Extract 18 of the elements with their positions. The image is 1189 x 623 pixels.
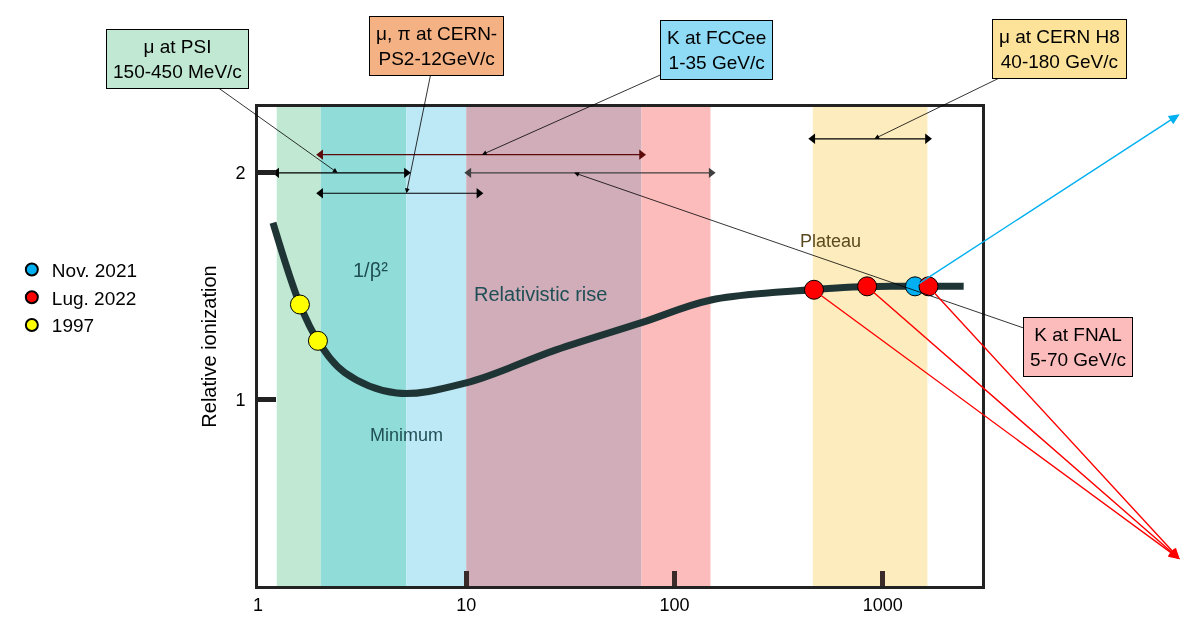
legend-label: Nov. 2021: [51, 259, 138, 281]
annotation: Relativistic rise: [474, 283, 608, 305]
x-tick-label: 1000: [862, 594, 903, 615]
x-tick-label: 1: [252, 594, 264, 615]
annotation: μ, π at CERN- PS2-12GeV/c: [376, 23, 498, 69]
annotation: K at FNAL 5-70 GeV/c: [1030, 324, 1127, 370]
annotation: Plateau: [800, 231, 862, 251]
y-axis-title: Relative ionization: [197, 265, 220, 428]
annotation: K at FCCee 1-35 GeV/c: [667, 27, 767, 73]
y-tick-label: 2: [235, 163, 246, 184]
x-tick-label: 10: [456, 594, 477, 615]
legend-label: 1997: [51, 315, 95, 337]
x-tick-label: 100: [659, 594, 690, 615]
legend-label: Lug. 2022: [51, 287, 137, 309]
annotation: 1/β²: [353, 259, 389, 281]
annotation: μ at CERN H8 40-180 GeV/c: [999, 26, 1120, 72]
annotation: Minimum: [370, 425, 444, 445]
annotation: μ at PSI 150-450 MeV/c: [113, 36, 242, 82]
